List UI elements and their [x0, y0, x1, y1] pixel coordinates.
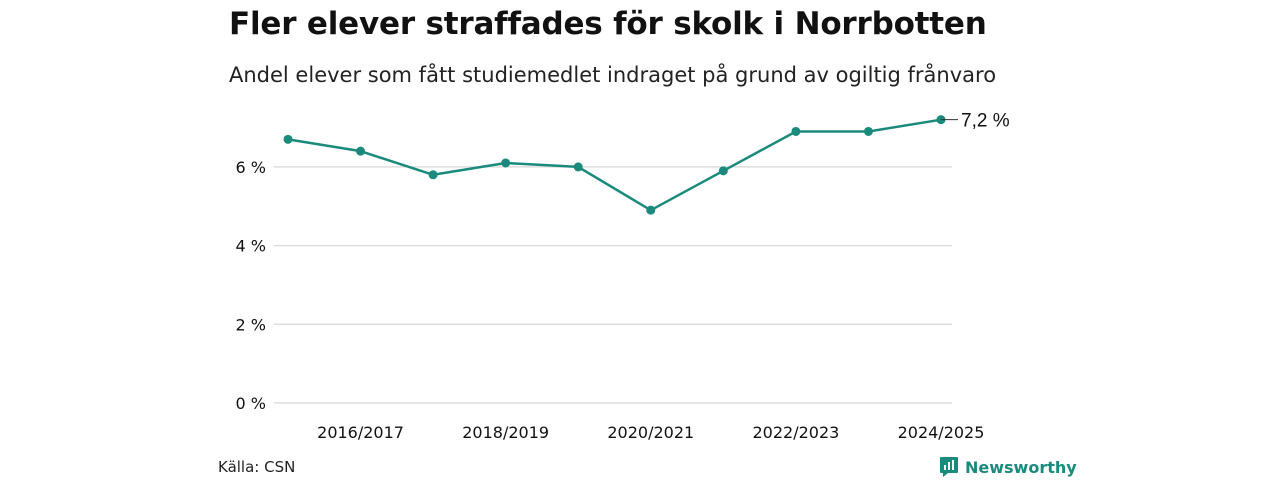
- data-point: [356, 146, 366, 156]
- data-point: [718, 166, 728, 176]
- x-tick-label: 2018/2019: [462, 423, 549, 442]
- data-point: [428, 170, 438, 180]
- x-tick-label: 2024/2025: [898, 423, 985, 442]
- y-tick-label: 4 %: [236, 237, 266, 256]
- x-tick-label: 2016/2017: [317, 423, 404, 442]
- source-note: Källa: CSN: [218, 458, 296, 476]
- x-axis-ticks: 2016/2017 2018/2019 2020/2021 2022/2023 2024…: [317, 423, 984, 442]
- newsworthy-logo-icon: [940, 457, 958, 477]
- y-tick-label: 0 %: [236, 394, 266, 413]
- data-point: [573, 162, 583, 172]
- y-axis-ticks: 0 % 2 % 4 % 6 %: [236, 158, 266, 413]
- data-point: [863, 126, 873, 136]
- y-tick-label: 2 %: [236, 315, 266, 334]
- data-point: [283, 134, 293, 144]
- chart-subtitle: Andel elever som fått studiemedlet indra…: [229, 63, 997, 87]
- x-tick-label: 2020/2021: [607, 423, 694, 442]
- x-tick-label: 2022/2023: [752, 423, 839, 442]
- data-point: [791, 126, 801, 136]
- data-point: [501, 158, 511, 168]
- series-line: [287, 118, 942, 212]
- annotation-layer: 7,2 %: [941, 111, 1010, 132]
- end-value-label: 7,2 %: [961, 111, 1010, 132]
- grid-lines: [274, 166, 952, 404]
- chart-title: Fler elever straffades för skolk i Norrb…: [229, 6, 987, 42]
- brand-name: Newsworthy: [965, 457, 1077, 477]
- series-layer: [283, 115, 946, 215]
- y-tick-label: 6 %: [236, 158, 266, 177]
- data-point: [646, 205, 656, 215]
- brand-logo[interactable]: Newsworthy: [939, 456, 1077, 478]
